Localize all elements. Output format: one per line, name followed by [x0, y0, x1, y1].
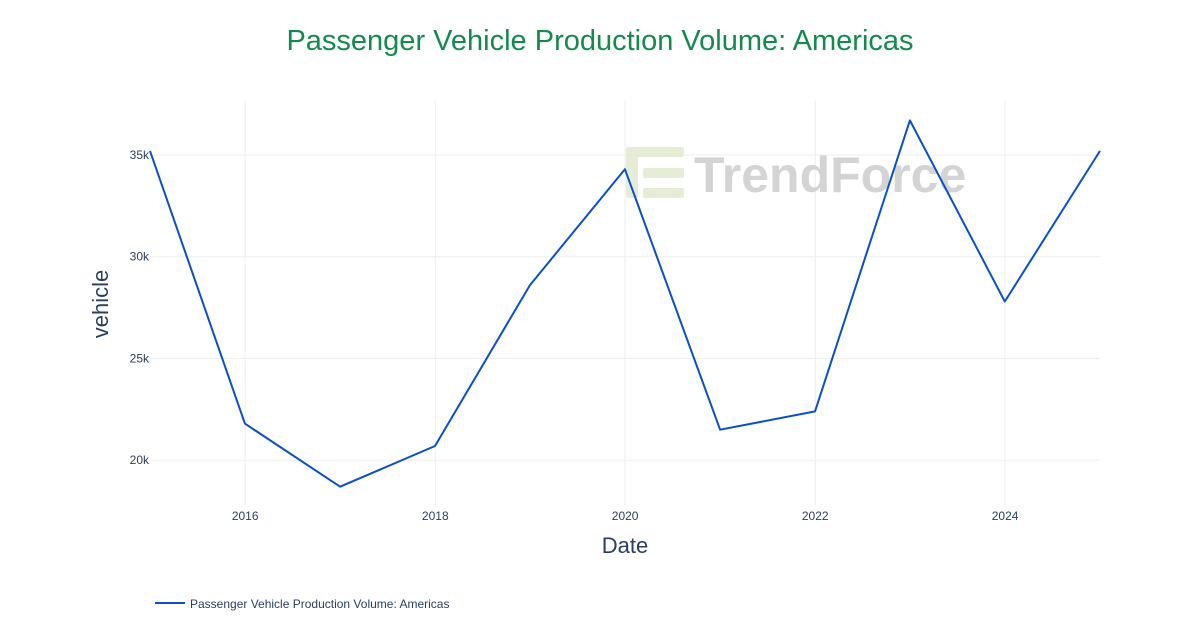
- x-tick-label: 2024: [992, 509, 1019, 523]
- data-point[interactable]: [1001, 297, 1009, 305]
- trendforce-logo-icon: [626, 147, 684, 198]
- data-point[interactable]: [906, 116, 914, 124]
- data-point[interactable]: [146, 147, 154, 155]
- data-point[interactable]: [336, 483, 344, 491]
- chart-title: Passenger Vehicle Production Volume: Ame…: [286, 25, 913, 57]
- legend[interactable]: Passenger Vehicle Production Volume: Ame…: [155, 597, 449, 611]
- x-tick-label: 2016: [232, 509, 259, 523]
- data-point[interactable]: [1096, 147, 1104, 155]
- watermark-text: TrendForce: [694, 147, 966, 203]
- y-tick-label: 35k: [130, 148, 150, 162]
- series-layer: [146, 116, 1104, 491]
- data-point[interactable]: [621, 165, 629, 173]
- ticks-layer: 20k 25k 30k 35k 2016 2018 2020 2022 2024: [130, 148, 1019, 523]
- data-point[interactable]: [811, 407, 819, 415]
- data-point[interactable]: [431, 442, 439, 450]
- legend-item-label: Passenger Vehicle Production Volume: Ame…: [190, 597, 449, 611]
- data-point[interactable]: [241, 420, 249, 428]
- trendforce-watermark: TrendForce: [626, 147, 966, 203]
- data-point[interactable]: [526, 281, 534, 289]
- x-tick-label: 2018: [422, 509, 449, 523]
- data-point[interactable]: [716, 426, 724, 434]
- y-axis-title: vehicle: [88, 270, 113, 338]
- x-tick-label: 2020: [612, 509, 639, 523]
- x-axis-title: Date: [602, 533, 648, 558]
- series-line[interactable]: [149, 119, 1101, 488]
- y-tick-label: 25k: [130, 351, 150, 365]
- x-tick-label: 2022: [802, 509, 829, 523]
- y-tick-label: 20k: [130, 453, 150, 467]
- grid-layer: [150, 100, 1100, 505]
- y-tick-label: 30k: [130, 250, 150, 264]
